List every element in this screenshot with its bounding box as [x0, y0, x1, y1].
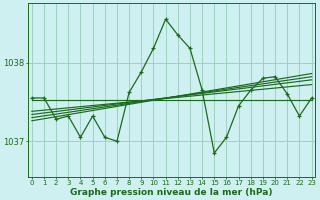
X-axis label: Graphe pression niveau de la mer (hPa): Graphe pression niveau de la mer (hPa): [70, 188, 273, 197]
